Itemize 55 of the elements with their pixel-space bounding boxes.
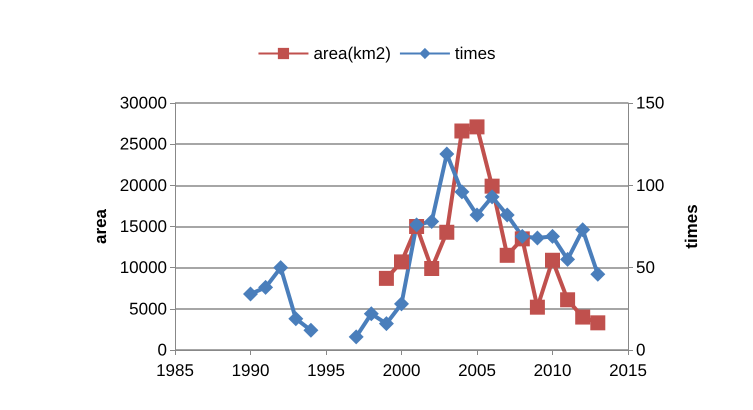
x-tick-label: 2010 [534,361,572,380]
x-tick-label: 2015 [609,361,647,380]
point [545,252,560,268]
point [454,184,470,200]
point [454,123,470,138]
x-tick-label: 2005 [458,361,496,380]
point [470,207,484,222]
point [258,280,274,295]
point [394,296,409,312]
point [575,310,590,325]
y-tick-label: 10000 [120,258,167,278]
x-tick-label: 2000 [382,361,420,380]
point [439,224,454,240]
point [530,300,545,315]
point [560,292,576,308]
point [364,306,379,322]
point [575,222,590,238]
point [273,260,288,276]
y2-tick-label: 0 [636,340,646,360]
x-tick-label: 1995 [307,361,345,380]
point [424,260,440,276]
x-tick-label: 1985 [156,361,194,380]
point [500,207,515,222]
y-tick-label: 30000 [120,94,167,112]
y-tick-label: 0 [158,340,167,360]
y2-axis-title: times [682,204,701,249]
point [394,254,409,270]
x-tick-label: 1990 [232,361,270,380]
point [484,189,500,204]
point [378,316,394,332]
point [243,286,258,302]
y-tick-label: 15000 [120,217,167,236]
y2-tick-label: 50 [636,258,655,278]
y2-tick-label: 150 [636,94,664,112]
point [500,248,515,263]
legend-label: area(km2) [313,44,391,63]
point [424,214,440,230]
point [590,315,606,330]
legend-label: times [454,44,496,63]
y-tick-label: 25000 [120,134,167,154]
y-tick-label: 20000 [120,176,167,195]
point [439,146,454,162]
point [530,230,545,246]
point [288,311,304,326]
point [545,228,560,244]
point [378,270,394,286]
y-axis-title: area [90,208,110,244]
point [470,119,484,134]
point [348,329,364,344]
point [303,322,318,338]
point [590,266,606,282]
point [560,252,576,267]
y-tick-label: 5000 [129,299,167,318]
point [484,178,500,194]
y2-tick-label: 100 [636,176,664,195]
